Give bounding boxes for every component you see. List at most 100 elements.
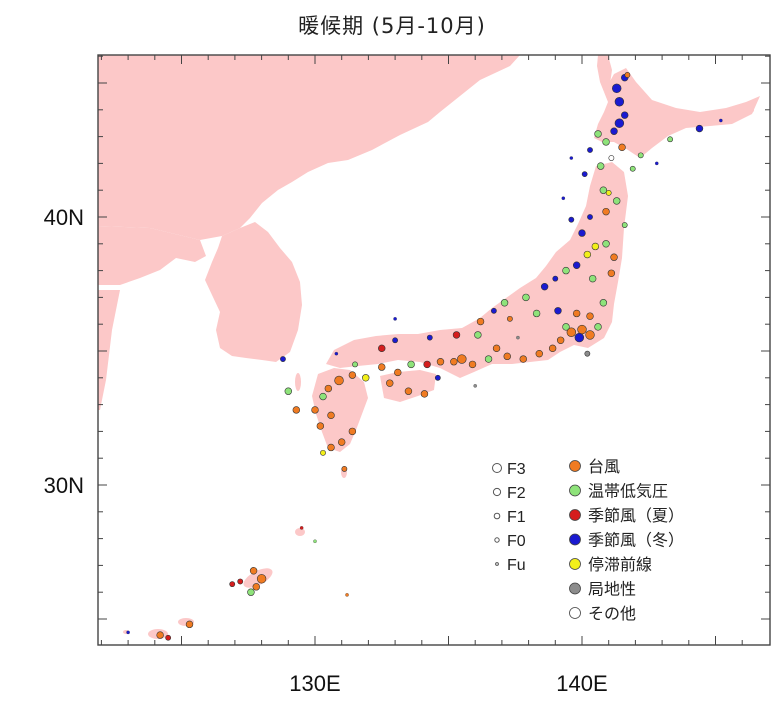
legend-cause-marker: [569, 533, 581, 546]
tornado-event-marker: [612, 83, 622, 94]
sakhalin: [597, 55, 612, 92]
map-frame: [97, 54, 771, 646]
tornado-event-marker: [591, 242, 600, 251]
legend-cause-marker: [569, 582, 581, 595]
tornado-event-marker: [352, 361, 358, 368]
tornado-event-marker: [587, 147, 593, 153]
tornado-event-marker: [185, 620, 194, 629]
x-tick-label: 130E: [289, 671, 340, 696]
tornado-event-marker: [165, 634, 172, 641]
legend-cause-label: 台風: [588, 457, 620, 476]
tornado-event-marker: [596, 162, 605, 170]
legend-cause-label: 停滞前線: [588, 555, 652, 574]
tornado-event-marker: [610, 127, 618, 135]
tornado-event-marker: [572, 309, 581, 318]
tornado-event-marker: [585, 330, 595, 340]
tornado-event-marker: [474, 331, 482, 339]
tornado-event-marker: [490, 307, 497, 314]
tornado-event-marker: [540, 282, 549, 291]
tornado-event-marker: [578, 229, 586, 237]
tornado-event-marker: [378, 344, 386, 353]
tornado-event-marker: [532, 309, 541, 318]
tornado-event-marker: [320, 449, 326, 456]
tornado-event-marker: [577, 324, 587, 335]
tornado-event-marker: [348, 371, 357, 379]
tornado-event-marker: [655, 161, 659, 166]
tornado-event-marker: [229, 581, 236, 588]
tornado-event-marker: [237, 578, 244, 585]
honshu: [326, 162, 628, 378]
tornado-event-marker: [407, 360, 415, 369]
tornado-event-marker: [338, 438, 346, 446]
tornado-event-marker: [562, 266, 570, 275]
tornado-event-marker: [507, 315, 513, 322]
tornado-event-marker: [607, 269, 616, 277]
tornado-event-marker: [484, 355, 493, 363]
tornado-event-marker: [610, 253, 618, 261]
tornado-event-marker: [552, 275, 559, 282]
tornado-event-marker: [594, 130, 602, 138]
tornado-event-marker: [468, 360, 477, 369]
tornado-event-marker: [423, 360, 431, 369]
legend-cause-marker: [569, 558, 581, 570]
tornado-event-marker: [247, 588, 255, 596]
legend-intensity-label: F0: [507, 533, 526, 550]
legend-cause-marker: [569, 484, 581, 497]
tornado-event-marker: [386, 379, 394, 387]
tornado-event-marker: [280, 356, 286, 362]
tornado-event-marker: [334, 375, 344, 386]
liaodong: [98, 226, 206, 285]
tornado-event-marker: [362, 374, 370, 382]
tornado-event-marker: [334, 351, 339, 356]
legend-cause-label: その他: [588, 604, 636, 623]
tornado-event-marker: [452, 331, 461, 339]
tornado-event-marker: [588, 274, 597, 283]
tornado-event-marker: [313, 539, 317, 544]
tornado-event-marker: [156, 631, 164, 639]
map-title: 暖候期 (5月-10月): [298, 14, 486, 38]
tornado-event-marker: [584, 350, 591, 357]
legend-cause-label: 温帯低気圧: [588, 482, 668, 501]
tornado-event-marker: [583, 250, 592, 259]
tornado-event-marker: [581, 171, 588, 178]
korea: [205, 222, 302, 362]
tornado-event-marker: [602, 240, 610, 248]
tornado-events: [126, 72, 723, 641]
tornado-event-marker: [535, 349, 543, 358]
tornado-event-marker: [378, 363, 386, 371]
tornado-event-marker: [572, 261, 581, 269]
legend-intensity-label: F3: [507, 461, 526, 478]
tornado-event-marker: [324, 384, 333, 393]
tornado-event-marker: [426, 334, 433, 341]
tornado-event-marker: [574, 332, 585, 343]
tornado-event-marker: [434, 374, 441, 381]
tornado-event-marker: [561, 196, 566, 200]
tornado-event-marker: [404, 387, 413, 395]
tornado-event-marker: [594, 323, 602, 331]
china-coast: [98, 290, 120, 410]
tornado-event-marker: [256, 574, 267, 584]
tornado-event-marker: [492, 344, 501, 353]
tornado-event-marker: [476, 317, 485, 326]
tornado-event-marker: [554, 307, 562, 315]
tornado-event-marker: [613, 197, 621, 205]
axis-ticks: [98, 55, 770, 645]
tornado-event-marker: [126, 630, 130, 635]
legend-cause-label: 季節風（冬）: [588, 531, 684, 550]
legend-intensity-marker: [495, 562, 499, 566]
amami: [295, 528, 305, 536]
legend-cause-label: 季節風（夏）: [588, 506, 684, 525]
tornado-event-marker: [299, 526, 304, 530]
tornado-event-marker: [450, 358, 458, 366]
hokkaido: [594, 68, 760, 158]
tornado-event-marker: [457, 354, 467, 364]
legend-cause-label: 局地性: [588, 580, 636, 599]
legend-intensity-label: Fu: [507, 557, 526, 574]
legend-cause-marker: [569, 509, 581, 521]
tornado-event-marker: [614, 97, 625, 107]
asian-mainland: [98, 55, 520, 240]
tornado-event-marker: [602, 138, 610, 146]
tornado-event-marker: [393, 317, 397, 321]
